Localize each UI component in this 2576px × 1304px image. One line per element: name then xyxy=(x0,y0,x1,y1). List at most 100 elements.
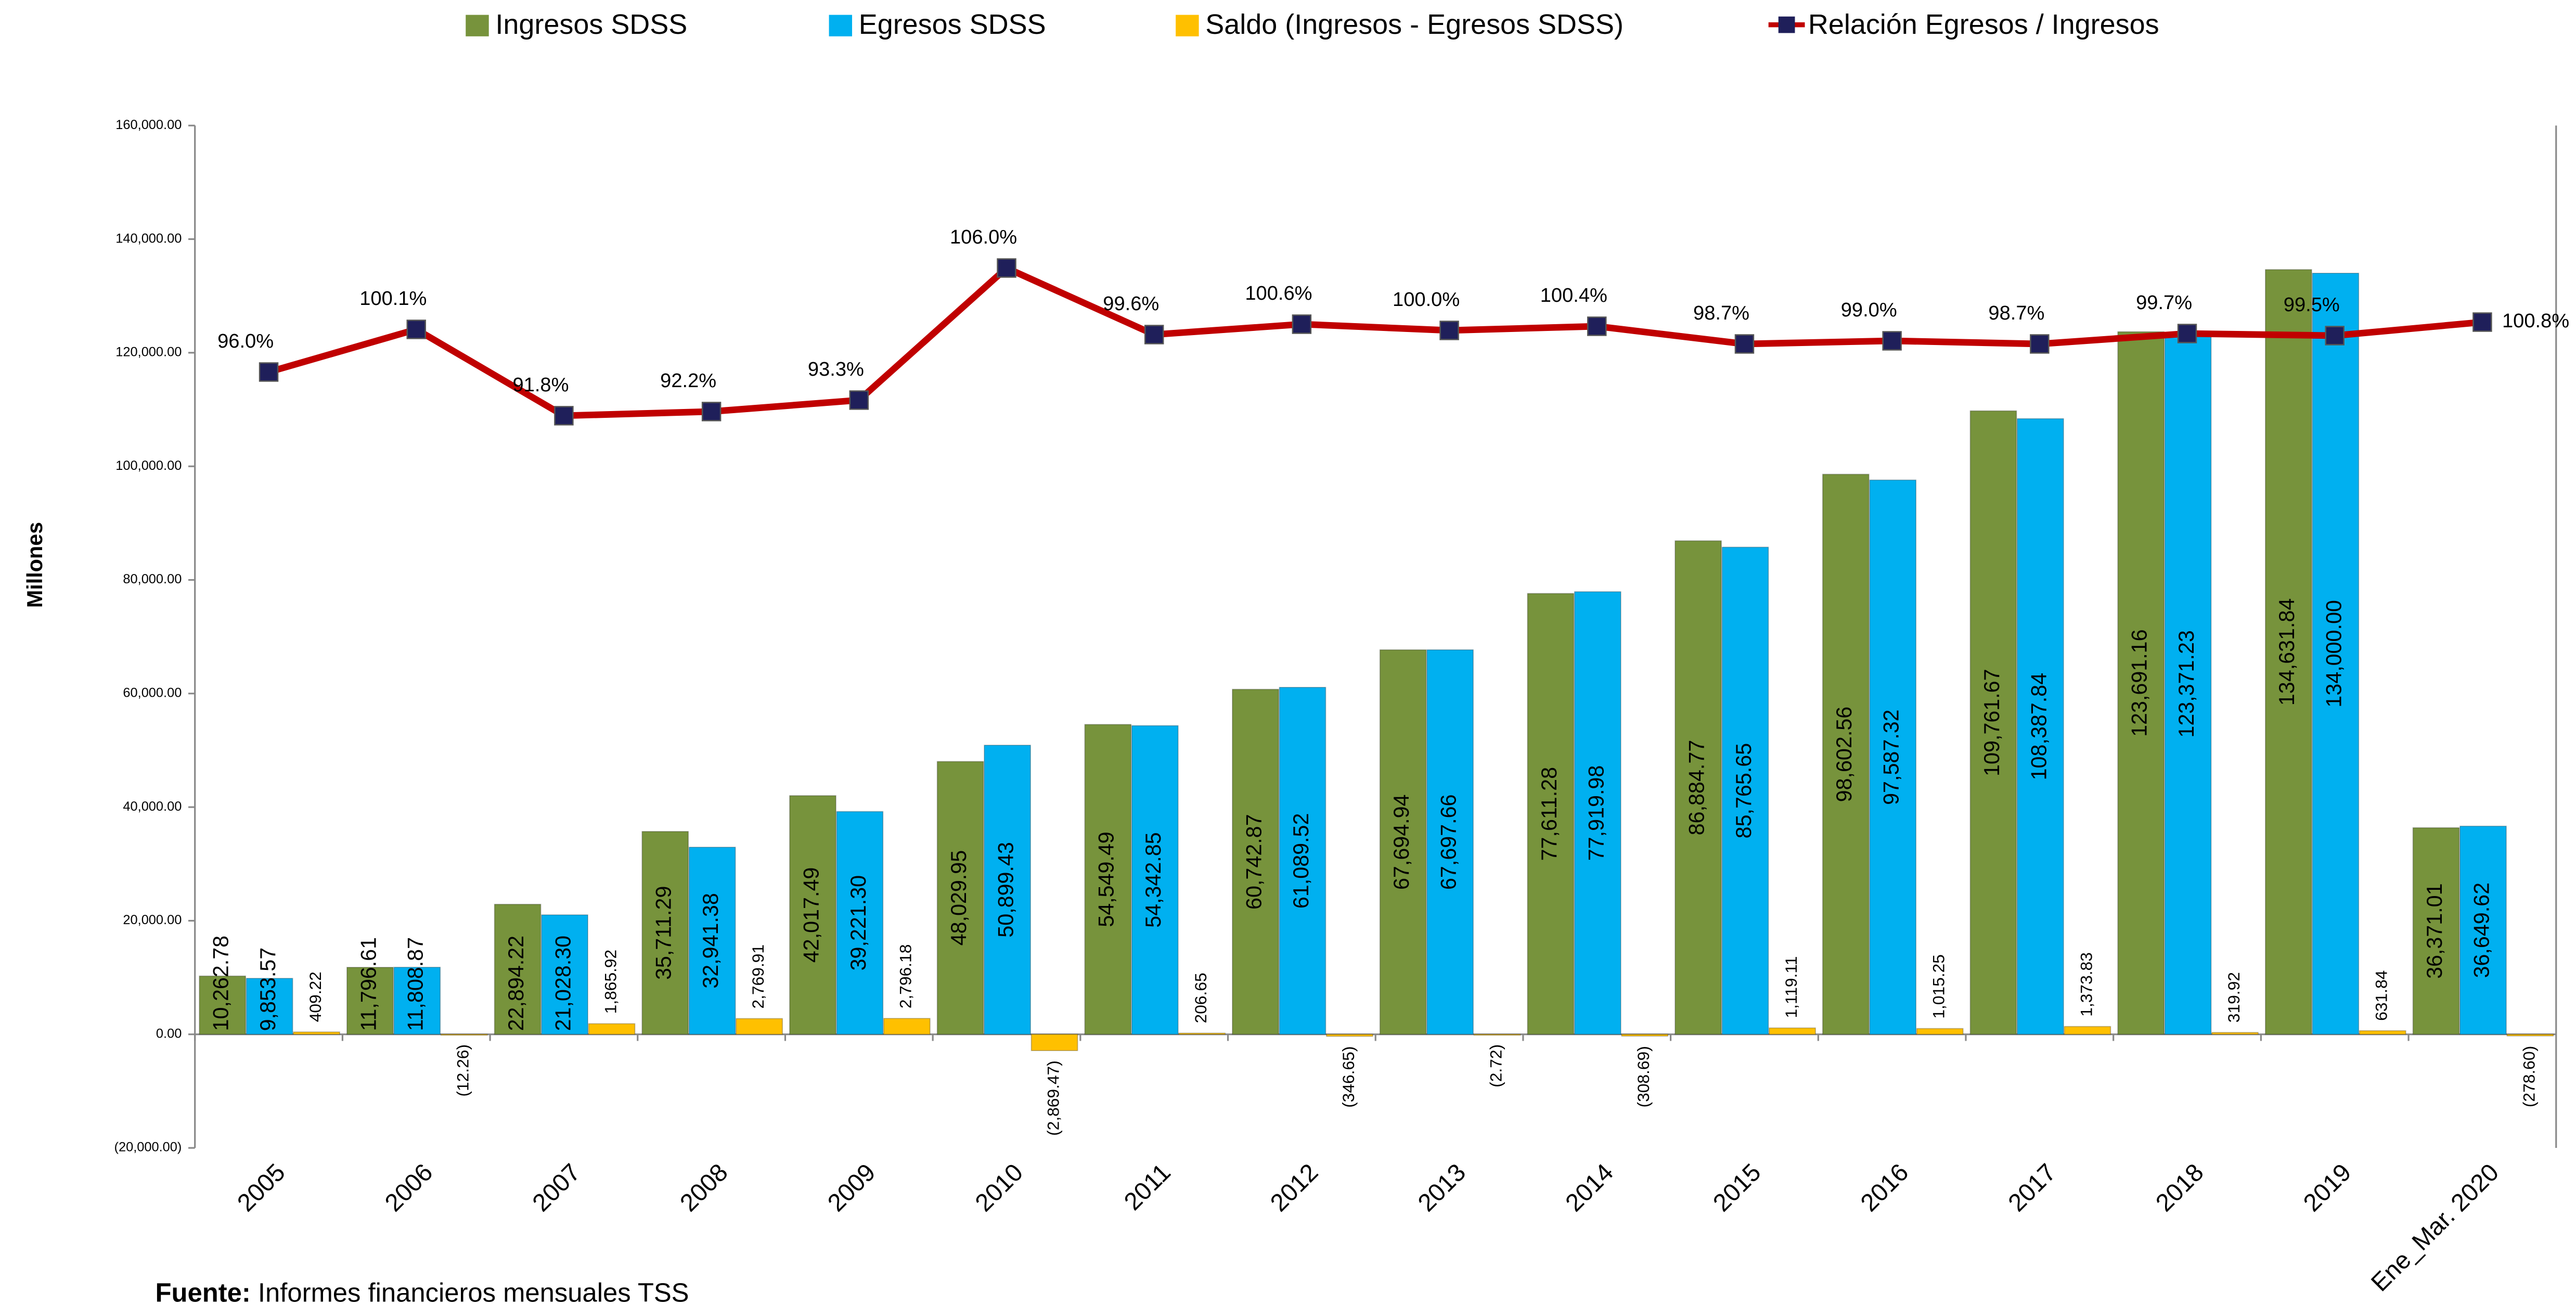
line-value-label: 100.4% xyxy=(1540,285,1607,306)
x-tick-label: Ene_Mar. 2020 xyxy=(2366,1159,2504,1297)
bar xyxy=(2117,331,2165,1035)
x-tick-label: 2010 xyxy=(970,1159,1028,1217)
line-value-label: 99.7% xyxy=(2136,292,2192,314)
bar-value-label: (278.60) xyxy=(2519,1046,2538,1107)
line xyxy=(267,264,2483,419)
x-tick-label: 2007 xyxy=(527,1159,586,1217)
bar xyxy=(2164,333,2212,1035)
bar-value-label: 11,796.61 xyxy=(356,937,380,1031)
bar-value-label: 108,387.84 xyxy=(2027,673,2051,780)
bar-value-label: 2,796.18 xyxy=(896,944,915,1009)
bar xyxy=(736,1018,783,1035)
marker xyxy=(1292,314,1312,334)
bar-value-label: 1,373.83 xyxy=(2077,952,2095,1017)
x-tick-label: 2006 xyxy=(380,1159,438,1217)
marker xyxy=(406,319,426,339)
bar xyxy=(293,1031,340,1035)
bar xyxy=(1279,686,1326,1035)
y-tick-label: 80,000.00 xyxy=(123,572,182,586)
bar xyxy=(883,1018,931,1035)
bar-value-label: 109,761.67 xyxy=(1980,669,2004,776)
bar-value-label: 50,899.43 xyxy=(994,842,1017,938)
legend-label: Saldo (Ingresos - Egresos SDSS) xyxy=(1205,9,1624,40)
x-tick-label: 2008 xyxy=(675,1159,733,1217)
bar xyxy=(393,966,441,1035)
bar xyxy=(2064,1026,2111,1035)
bar-value-label: (2.72) xyxy=(1487,1044,1505,1088)
line-value-label: 98.7% xyxy=(1693,302,1749,324)
line-value-label: 99.6% xyxy=(1103,293,1159,315)
bar-value-label: 39,221.30 xyxy=(846,875,870,971)
bar xyxy=(1721,546,1769,1035)
bar-value-label: 32,941.38 xyxy=(699,893,723,989)
bar xyxy=(2312,273,2360,1035)
bar-value-label: 2,769.91 xyxy=(749,944,767,1009)
bar xyxy=(2506,1033,2554,1037)
legend-label: Relación Egresos / Ingresos xyxy=(1808,9,2159,40)
bar xyxy=(641,830,689,1035)
x-tick-label: 2013 xyxy=(1413,1159,1471,1217)
bar-value-label: 97,587.32 xyxy=(1879,709,1903,805)
source-note: Fuente: Informes financieros mensuales T… xyxy=(156,1278,689,1304)
bar-value-label: 21,028.30 xyxy=(551,936,575,1031)
bar xyxy=(1473,1033,1521,1036)
bar xyxy=(836,811,884,1035)
legend-swatch xyxy=(829,15,853,36)
x-tick-label: 2017 xyxy=(2003,1159,2062,1217)
bar-value-label: 77,611.28 xyxy=(1537,767,1561,861)
bar xyxy=(1131,725,1179,1035)
line-value-label: 99.5% xyxy=(2284,294,2340,316)
x-tick-label: 2018 xyxy=(2150,1159,2209,1217)
bar-value-label: 1,865.92 xyxy=(601,950,620,1014)
line-value-label: 93.3% xyxy=(808,359,864,380)
bar xyxy=(1379,649,1427,1035)
bar xyxy=(1084,724,1132,1035)
bar-value-label: 10,262.78 xyxy=(209,936,233,1031)
marker xyxy=(997,258,1016,278)
bar-value-label: 85,765.65 xyxy=(1732,743,1756,839)
marker xyxy=(1144,325,1164,344)
legend-swatch xyxy=(466,15,489,36)
bar xyxy=(246,978,293,1035)
source: Informes financieros mensuales TSS xyxy=(258,1278,689,1304)
line-value-label: 96.0% xyxy=(217,330,274,352)
bar-value-label: (2,869.47) xyxy=(1044,1060,1062,1136)
marker xyxy=(259,362,279,382)
bar xyxy=(2412,827,2460,1035)
legend-label: Egresos SDSS xyxy=(859,9,1046,40)
bar xyxy=(2459,825,2507,1035)
bar xyxy=(789,795,836,1035)
marker xyxy=(554,406,574,426)
bar-value-label: 123,371.23 xyxy=(2174,630,2198,737)
bar-value-label: 61,089.52 xyxy=(1289,813,1313,909)
y-tick-label: 120,000.00 xyxy=(115,345,182,360)
x-tick-label: 2015 xyxy=(1708,1159,1766,1217)
bar-value-label: 319.92 xyxy=(2224,972,2243,1022)
line-value-label: 106.0% xyxy=(950,226,1017,248)
bar xyxy=(1822,474,1870,1035)
bar-value-label: (346.65) xyxy=(1339,1046,1358,1108)
bar xyxy=(1031,1033,1078,1052)
bar xyxy=(440,1033,488,1036)
bar xyxy=(1916,1028,1964,1035)
line-value-label: 100.0% xyxy=(1393,289,1460,311)
bar xyxy=(1675,540,1722,1035)
y-tick-label: 60,000.00 xyxy=(123,685,182,700)
bar xyxy=(541,914,588,1035)
bar-value-label: 42,017.49 xyxy=(799,867,823,963)
bar xyxy=(1326,1033,1373,1037)
bar xyxy=(1574,591,1621,1035)
bar-value-label: 48,029.95 xyxy=(947,850,971,946)
x-tick-label: 2011 xyxy=(1119,1159,1176,1216)
bar-value-label: 1,119.11 xyxy=(1782,956,1800,1018)
bar xyxy=(346,967,394,1035)
legend-label: Ingresos SDSS xyxy=(495,9,687,40)
y-tick-label: 160,000.00 xyxy=(115,118,182,132)
bar-value-label: 409.22 xyxy=(306,971,325,1022)
y-tick-label: (20,000.00) xyxy=(114,1140,182,1155)
bar xyxy=(2211,1032,2259,1035)
bar xyxy=(1869,479,1917,1035)
bar xyxy=(1178,1032,1226,1035)
marker xyxy=(1882,331,1902,351)
bar-value-label: 35,711.29 xyxy=(652,886,676,980)
